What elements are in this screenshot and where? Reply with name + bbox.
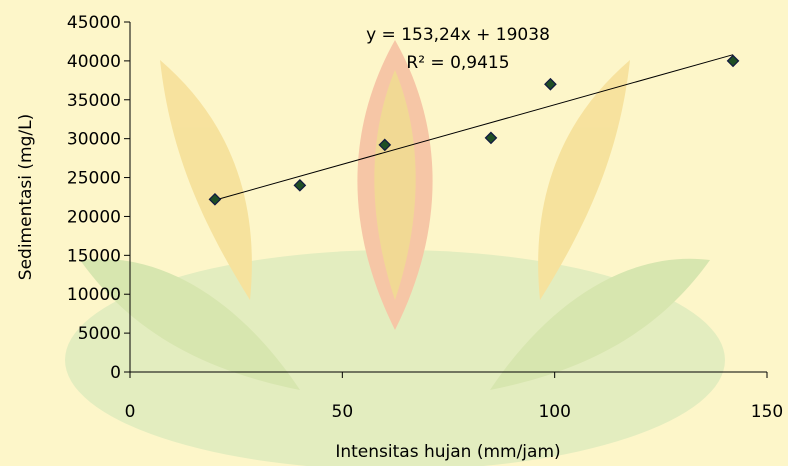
- trendline-equation: y = 153,24x + 19038: [366, 25, 550, 45]
- y-tick-label: 45000: [67, 13, 121, 33]
- y-tick-label: 30000: [67, 130, 121, 150]
- y-tick-label: 40000: [67, 52, 121, 72]
- r-squared-label: R² = 0,9415: [406, 53, 509, 73]
- data-points: [208, 54, 740, 206]
- y-tick-label: 10000: [67, 285, 121, 305]
- y-tick-label: 15000: [67, 246, 121, 266]
- y-tick-label: 25000: [67, 169, 121, 189]
- x-tick-label: 100: [538, 402, 570, 422]
- y-tick-label: 35000: [67, 91, 121, 111]
- trendline-layer: [214, 54, 734, 201]
- y-axis-ticks: 0 5000 10000 15000 20000 25000 30000 35000 40000…: [67, 13, 130, 383]
- data-point-marker: [378, 138, 392, 152]
- y-tick-label: 0: [110, 363, 121, 383]
- x-axis-ticks: 0 50 100 150: [125, 372, 783, 422]
- x-axis-label: Intensitas hujan (mm/jam): [335, 442, 560, 462]
- y-axis-label: Sedimentasi (mg/L): [16, 114, 36, 280]
- x-tick-label: 50: [332, 402, 354, 422]
- watermark-emblem: [65, 40, 725, 466]
- axes: [129, 22, 767, 373]
- data-point-marker: [544, 77, 557, 91]
- x-tick-label: 0: [125, 402, 136, 422]
- data-point-marker: [726, 54, 740, 68]
- y-tick-label: 5000: [78, 324, 121, 344]
- data-point-marker: [208, 192, 222, 206]
- y-tick-label: 20000: [67, 207, 121, 227]
- data-point-marker: [293, 178, 307, 192]
- data-point-marker: [484, 131, 498, 145]
- trendline: [214, 54, 734, 201]
- x-tick-label: 150: [751, 402, 783, 422]
